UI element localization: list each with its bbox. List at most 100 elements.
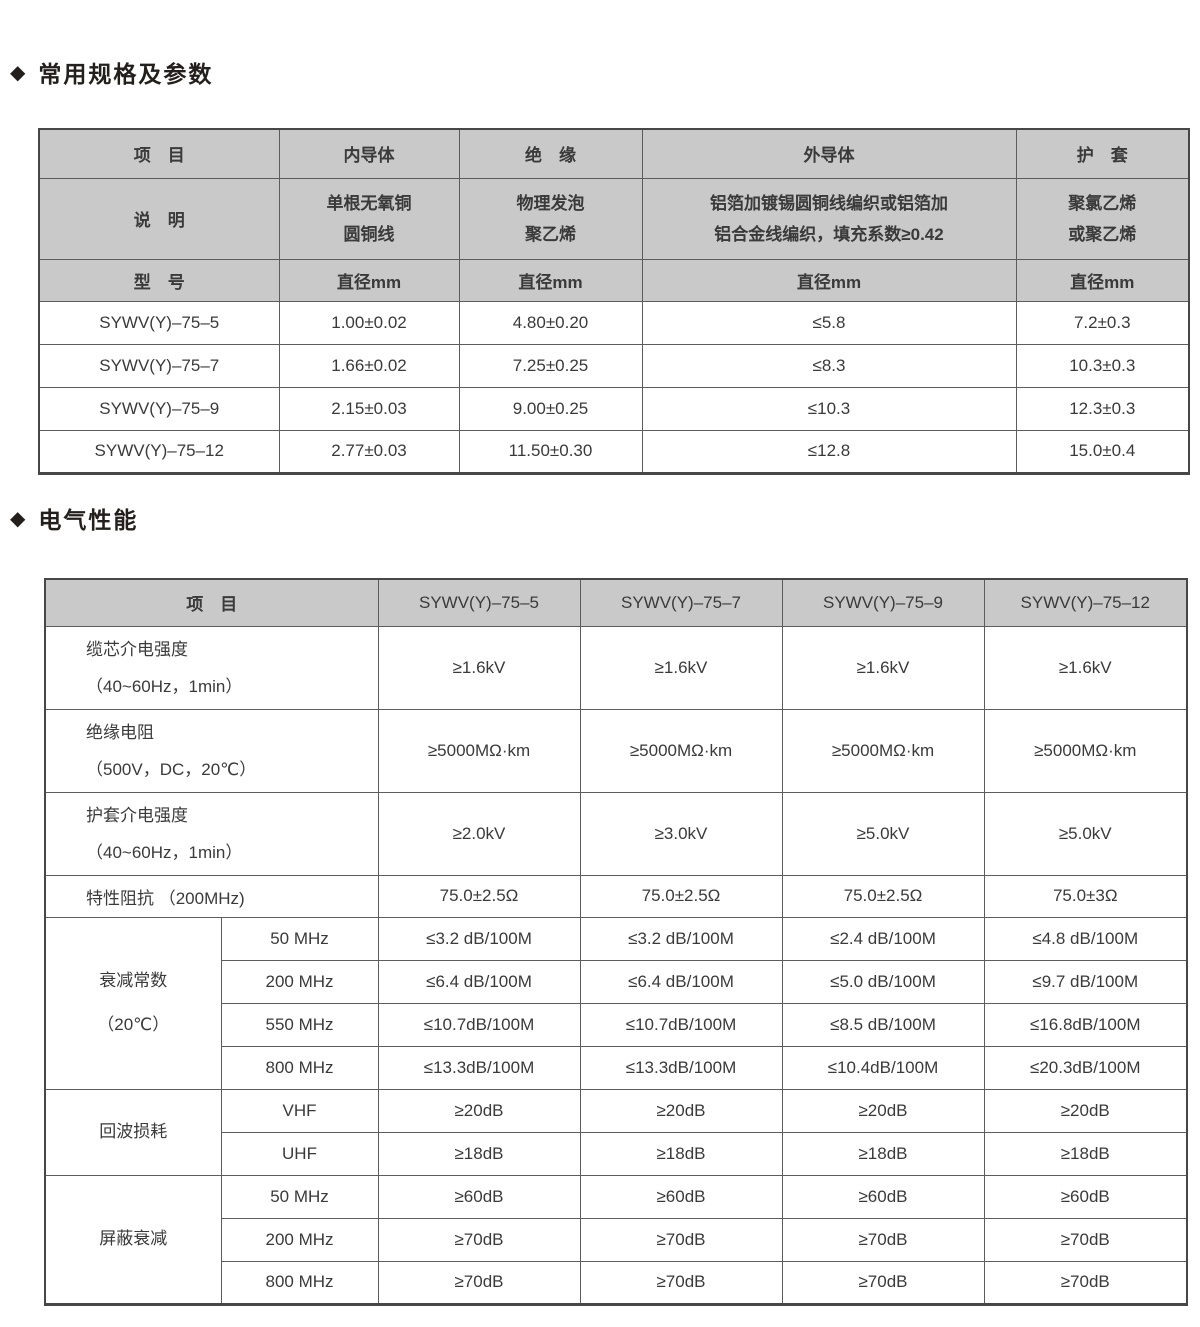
col-header-model: SYWV(Y)–75–7 (579, 578, 783, 627)
table-cell: ≥18dB (781, 1131, 985, 1176)
table-cell: 75.0±2.5Ω (377, 874, 581, 918)
desc-line: 圆铜线 (343, 224, 395, 244)
desc-line: 聚乙烯 (525, 224, 576, 244)
table-cell: ≥70dB (377, 1260, 581, 1305)
unit-cell: 直径mm (1015, 258, 1190, 302)
specs-table: 项 目 内导体 绝 缘 外导体 护 套 说 明 单根无氧铜 圆铜线 物理发泡 聚… (38, 128, 1190, 475)
table-cell: ≥1.6kV (579, 625, 783, 710)
table-cell: ≥5.0kV (781, 791, 985, 876)
table-cell: ≤20.3dB/100M (983, 1045, 1188, 1090)
table-cell: ≥5000MΩ·km (377, 708, 581, 793)
electrical-table: 项 目 SYWV(Y)–75–5 SYWV(Y)–75–7 SYWV(Y)–75… (44, 578, 1188, 1306)
table-cell: 4.80±0.20 (458, 300, 643, 345)
table-cell: ≥70dB (781, 1217, 985, 1262)
table-cell: 2.15±0.03 (278, 386, 460, 431)
label-line: 绝缘电阻 (86, 722, 154, 742)
table-cell: ≤2.4 dB/100M (781, 916, 985, 961)
col-header-sheath: 护 套 (1015, 128, 1190, 179)
col-header-inner-conductor: 内导体 (278, 128, 460, 179)
table-cell: ≥20dB (781, 1088, 985, 1133)
desc-sheath: 聚氯乙烯 或聚乙烯 (1015, 177, 1190, 260)
table-cell: ≥2.0kV (377, 791, 581, 876)
table-cell: ≥70dB (983, 1260, 1188, 1305)
table-cell: ≤10.3 (641, 386, 1017, 431)
desc-line: 单根无氧铜 (326, 193, 412, 213)
freq-label: 200 MHz (220, 959, 379, 1004)
table-cell: ≤10.7dB/100M (579, 1002, 783, 1047)
table-cell: ≥5000MΩ·km (579, 708, 783, 793)
attenuation-subrow: 550 MHz ≤10.7dB/100M ≤10.7dB/100M ≤8.5 d… (45, 1002, 1188, 1047)
model-name: SYWV(Y)–75–7 (38, 343, 280, 388)
col-header-insulation: 绝 缘 (458, 128, 643, 179)
freq-label: 50 MHz (220, 1174, 379, 1219)
col-header-outer-conductor: 外导体 (641, 128, 1017, 179)
table-cell: ≥70dB (983, 1217, 1188, 1262)
table-cell: ≥5000MΩ·km (983, 708, 1188, 793)
table-cell: ≥70dB (377, 1217, 581, 1262)
shielding-subrow: 800 MHz ≥70dB ≥70dB ≥70dB ≥70dB (45, 1260, 1188, 1305)
desc-inner-conductor: 单根无氧铜 圆铜线 (278, 177, 460, 260)
freq-label: 50 MHz (220, 916, 379, 961)
label-line: （40~60Hz，1min） (86, 676, 243, 696)
label-line: 屏蔽衰减 (99, 1229, 168, 1248)
table-cell: ≤4.8 dB/100M (983, 916, 1188, 961)
section-title-text: 电气性能 (38, 507, 139, 533)
freq-label: 200 MHz (220, 1217, 379, 1262)
row-label: 护套介电强度 （40~60Hz，1min） (44, 791, 379, 876)
return-loss-subrow: 回波损耗 VHF ≥20dB ≥20dB ≥20dB ≥20dB (44, 1088, 1188, 1176)
attenuation-subrow: 800 MHz ≤13.3dB/100M ≤13.3dB/100M ≤10.4d… (45, 1045, 1188, 1090)
table-cell: ≥60dB (983, 1174, 1188, 1219)
table-cell: 1.66±0.02 (278, 343, 460, 388)
table-cell: ≥3.0kV (579, 791, 783, 876)
col-header-model: SYWV(Y)–75–9 (781, 578, 985, 627)
specs-description-row: 说 明 单根无氧铜 圆铜线 物理发泡 聚乙烯 铝箔加镀锡圆铜线编织或铝箔加 铝合… (38, 177, 1190, 260)
freq-label: 800 MHz (220, 1260, 379, 1305)
freq-label: UHF (220, 1131, 379, 1176)
table-cell: 7.2±0.3 (1015, 300, 1190, 345)
shielding-subrow: 200 MHz ≥70dB ≥70dB ≥70dB ≥70dB (45, 1217, 1188, 1262)
model-name: SYWV(Y)–75–12 (38, 429, 280, 474)
attenuation-subrow: 200 MHz ≤6.4 dB/100M ≤6.4 dB/100M ≤5.0 d… (45, 959, 1188, 1004)
table-cell: ≤6.4 dB/100M (377, 959, 581, 1004)
table-cell: ≥5000MΩ·km (781, 708, 985, 793)
table-cell: ≤10.7dB/100M (377, 1002, 581, 1047)
electrical-row-insulation-resistance: 绝缘电阻 （500V，DC，20℃） ≥5000MΩ·km ≥5000MΩ·km… (44, 708, 1188, 793)
table-cell: ≥20dB (579, 1088, 783, 1133)
section-title-text: 常用规格及参数 (38, 61, 214, 87)
freq-label: 800 MHz (220, 1045, 379, 1090)
specs-unit-row: 型 号 直径mm 直径mm 直径mm 直径mm (38, 258, 1190, 302)
table-cell: 7.25±0.25 (458, 343, 643, 388)
unit-cell: 直径mm (641, 258, 1017, 302)
unit-cell: 直径mm (278, 258, 460, 302)
table-cell: 75.0±2.5Ω (579, 874, 783, 918)
table-cell: ≤12.8 (641, 429, 1017, 474)
desc-line: 物理发泡 (516, 193, 585, 213)
table-cell: ≥60dB (781, 1174, 985, 1219)
table-cell: ≤5.0 dB/100M (781, 959, 985, 1004)
unit-cell: 直径mm (458, 258, 643, 302)
table-cell: ≥18dB (579, 1131, 783, 1176)
desc-insulation: 物理发泡 聚乙烯 (458, 177, 643, 260)
table-cell: ≥1.6kV (781, 625, 985, 710)
specs-data-row: SYWV(Y)–75–12 2.77±0.03 11.50±0.30 ≤12.8… (38, 429, 1190, 474)
freq-label: 550 MHz (220, 1002, 379, 1047)
table-cell: 11.50±0.30 (458, 429, 643, 474)
specs-data-row: SYWV(Y)–75–9 2.15±0.03 9.00±0.25 ≤10.3 1… (38, 386, 1190, 431)
model-name: SYWV(Y)–75–5 (38, 300, 280, 345)
table-cell: ≥60dB (579, 1174, 783, 1219)
row-label-description: 说 明 (38, 177, 280, 260)
table-cell: 9.00±0.25 (458, 386, 643, 431)
table-cell: ≤10.4dB/100M (781, 1045, 985, 1090)
label-line: 衰减常数 (99, 971, 168, 990)
label-line: （500V，DC，20℃） (86, 759, 257, 779)
table-cell: 75.0±3Ω (983, 874, 1188, 918)
label-line: （40~60Hz，1min） (86, 842, 243, 862)
row-label-model: 型 号 (38, 258, 280, 302)
diamond-icon: ◆ (10, 61, 26, 84)
electrical-row-impedance: 特性阻抗 （200MHz) 75.0±2.5Ω 75.0±2.5Ω 75.0±2… (44, 874, 1188, 918)
col-header-item: 项 目 (38, 128, 280, 179)
table-cell: ≥20dB (983, 1088, 1188, 1133)
label-line: 护套介电强度 (86, 805, 188, 825)
col-header-item: 项 目 (44, 578, 379, 627)
